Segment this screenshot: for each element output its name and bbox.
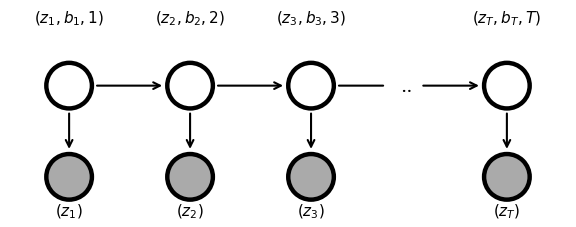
Ellipse shape xyxy=(46,154,92,200)
Ellipse shape xyxy=(288,154,334,200)
Ellipse shape xyxy=(484,64,530,109)
Text: $(z_3)$: $(z_3)$ xyxy=(297,202,325,220)
Ellipse shape xyxy=(46,64,92,109)
Text: $(z_3, b_3, 3)$: $(z_3, b_3, 3)$ xyxy=(276,9,346,27)
Text: $(z_2, b_2, 2)$: $(z_2, b_2, 2)$ xyxy=(155,9,225,27)
Text: $(z_1)$: $(z_1)$ xyxy=(55,202,83,220)
Text: ..: .. xyxy=(400,77,412,95)
Text: $(z_1, b_1, 1)$: $(z_1, b_1, 1)$ xyxy=(34,9,104,27)
Text: $(z_2)$: $(z_2)$ xyxy=(176,202,204,220)
Text: $(z_T)$: $(z_T)$ xyxy=(493,202,521,220)
Ellipse shape xyxy=(167,154,213,200)
Ellipse shape xyxy=(167,64,213,109)
Ellipse shape xyxy=(288,64,334,109)
Ellipse shape xyxy=(484,154,530,200)
Text: $(z_T, b_T, T)$: $(z_T, b_T, T)$ xyxy=(472,9,541,27)
